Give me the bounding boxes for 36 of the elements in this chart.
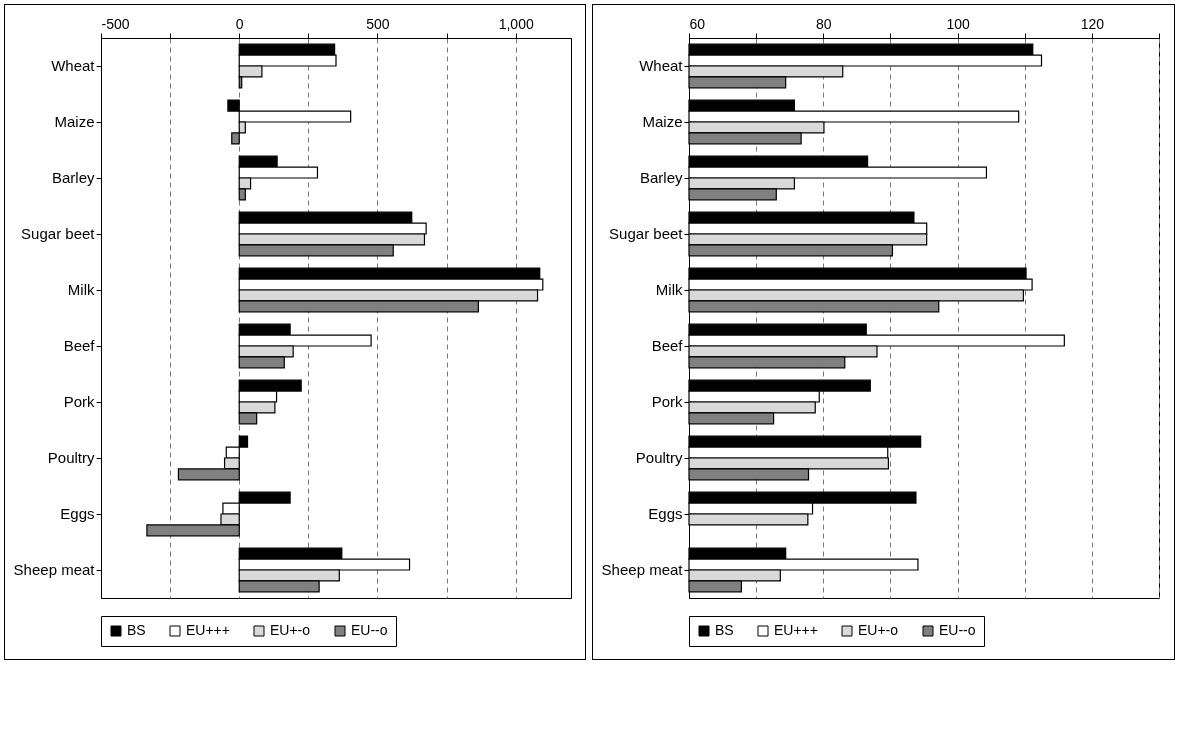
x-tick-label: 80: [816, 15, 832, 32]
y-tick-label: Milk: [655, 281, 683, 298]
y-tick-label: Maize: [642, 113, 683, 130]
y-tick-label: Sugar beet: [21, 225, 96, 242]
legend-label: BS: [127, 622, 146, 638]
y-tick-label: Wheat: [639, 57, 684, 74]
y-tick-label: Pork: [63, 393, 95, 410]
legend-label: EU+-o: [858, 622, 899, 638]
y-tick-label: Barley: [639, 169, 683, 186]
x-tick-label: 100: [946, 15, 970, 32]
x-tick-label: -500: [101, 15, 130, 32]
legend-label: BS: [715, 622, 734, 638]
legend-label: EU--o: [939, 622, 976, 638]
y-tick-label: Eggs: [60, 505, 95, 522]
y-tick-label: Wheat: [51, 57, 96, 74]
y-tick-label: Poultry: [47, 449, 95, 466]
y-tick-label: Pork: [651, 393, 683, 410]
y-tick-label: Maize: [54, 113, 95, 130]
x-tick-label: 1,000: [498, 15, 534, 32]
y-tick-label: Beef: [63, 337, 96, 354]
legend-label: EU+-o: [270, 622, 311, 638]
y-tick-label: Sheep meat: [13, 561, 96, 578]
legend-label: EU+++: [774, 622, 818, 638]
x-tick-label: 0: [235, 15, 244, 32]
legend-label: EU--o: [351, 622, 388, 638]
y-tick-label: Eggs: [648, 505, 683, 522]
y-tick-label: Milk: [67, 281, 95, 298]
y-tick-label: Sugar beet: [609, 225, 684, 242]
y-tick-label: Sheep meat: [601, 561, 684, 578]
x-tick-label: 500: [366, 15, 390, 32]
y-tick-label: Poultry: [635, 449, 683, 466]
legend-label: EU+++: [186, 622, 230, 638]
y-tick-label: Beef: [651, 337, 684, 354]
x-tick-label: 120: [1080, 15, 1105, 32]
y-tick-label: Barley: [51, 169, 95, 186]
x-tick-label: 60: [689, 15, 706, 32]
